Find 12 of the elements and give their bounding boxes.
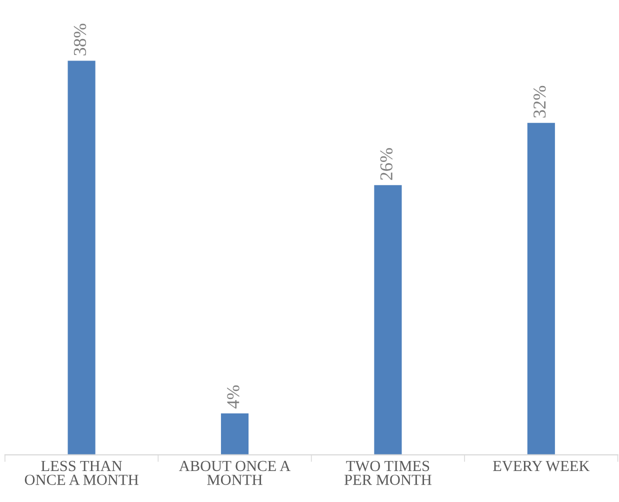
- data-label: 32%: [533, 86, 546, 118]
- bar: [374, 185, 402, 455]
- data-label: 38%: [74, 24, 86, 56]
- bar: [527, 122, 555, 455]
- data-label: 4%: [227, 385, 240, 408]
- x-tick-label: TWO TIMES PER MONTH: [344, 460, 432, 485]
- x-tick-label: LESS THAN ONCE A MONTH: [24, 460, 138, 485]
- bar: [68, 60, 96, 455]
- x-tick-label: EVERY WEEK: [493, 460, 590, 472]
- data-label: 26%: [380, 148, 393, 180]
- bar: [220, 413, 249, 455]
- x-tick-label: ABOUT ONCE A MONTH: [179, 460, 291, 485]
